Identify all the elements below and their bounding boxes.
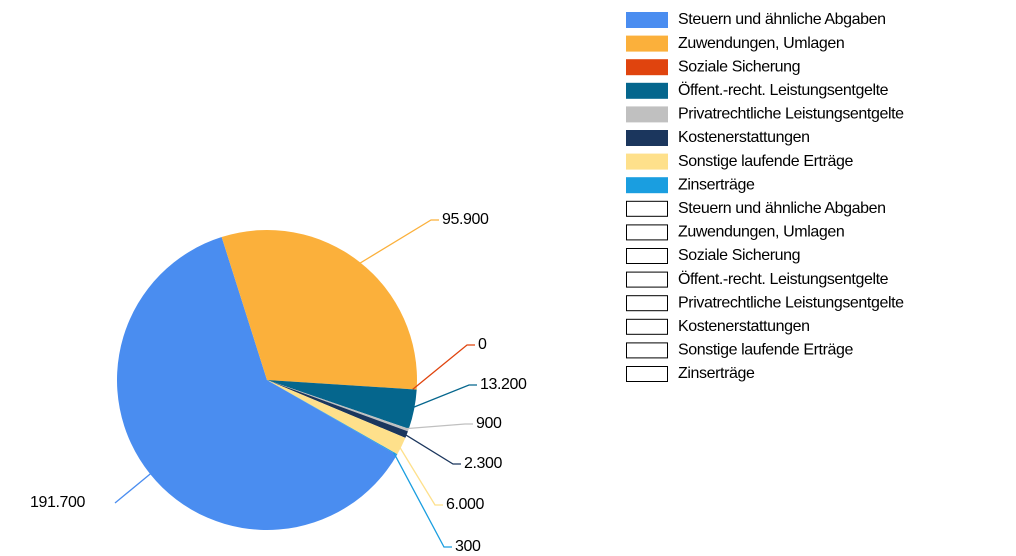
- legend-label: Zinserträge: [678, 365, 755, 382]
- legend-swatch: [626, 318, 668, 335]
- legend-label: Soziale Sicherung: [678, 247, 800, 264]
- legend-swatch: [626, 153, 668, 170]
- leader-line: [402, 432, 461, 465]
- data-label: 2.300: [464, 455, 503, 472]
- data-label: 0: [478, 336, 487, 353]
- data-label: 95.900: [442, 211, 489, 228]
- legend-label: Soziale Sicherung: [678, 58, 800, 75]
- legend-label: Privatrechtliche Leistungsentgelte: [678, 106, 904, 123]
- pie-slice: [267, 380, 408, 438]
- leader-line: [412, 344, 475, 390]
- legend-swatch: [626, 224, 668, 241]
- legend-label: Sonstige laufende Erträge: [678, 153, 854, 170]
- legend-swatch: [626, 12, 668, 28]
- legend-swatch: [626, 271, 668, 288]
- leader-line: [114, 470, 154, 504]
- data-label: 300: [455, 538, 481, 555]
- legend-label: Öffent.-recht. Leistungsentgelte: [678, 81, 889, 99]
- pie-slice: [267, 380, 398, 455]
- leader-line: [409, 384, 477, 410]
- pie-slice: [267, 380, 406, 455]
- legend-swatch: [626, 130, 668, 146]
- legend-swatch: [626, 82, 668, 99]
- legend-label: Steuern und ähnliche Abgaben: [678, 200, 886, 217]
- legend-label: Kostenerstattungen: [678, 318, 810, 335]
- leader-line: [404, 423, 473, 430]
- pie-slice: [221, 230, 417, 390]
- legend-swatch: [626, 177, 668, 194]
- data-label: 191.700: [30, 494, 86, 511]
- legend-label: Steuern und ähnliche Abgaben: [678, 11, 886, 28]
- pie-slice: [116, 237, 397, 530]
- data-label: 13.200: [480, 376, 527, 393]
- legend-swatch: [626, 295, 668, 312]
- leader-line: [397, 444, 443, 506]
- legend-label: Öffent.-recht. Leistungsentgelte: [678, 270, 889, 288]
- pie-slice: [267, 380, 409, 432]
- legend-label: Kostenerstattungen: [678, 129, 810, 146]
- legend-swatch: [626, 35, 668, 52]
- data-label: 6.000: [446, 496, 485, 513]
- legend-label: Privatrechtliche Leistungsentgelte: [678, 294, 904, 311]
- legend-swatch: [626, 366, 668, 382]
- legend-swatch: [626, 200, 668, 217]
- legend-label: Sonstige laufende Erträge: [678, 342, 854, 359]
- legend-swatch: [626, 342, 668, 359]
- legend-label: Zinserträge: [678, 176, 755, 193]
- legend-label: Zuwendungen, Umlagen: [678, 35, 844, 52]
- data-label: 900: [476, 415, 502, 432]
- legend-swatch: [626, 106, 668, 123]
- legend-swatch: [626, 248, 668, 264]
- legend-swatch: [626, 59, 668, 76]
- leader-line: [356, 219, 439, 266]
- legend-label: Zuwendungen, Umlagen: [678, 224, 844, 241]
- leader-line: [393, 452, 452, 548]
- pie-slice: [267, 380, 417, 429]
